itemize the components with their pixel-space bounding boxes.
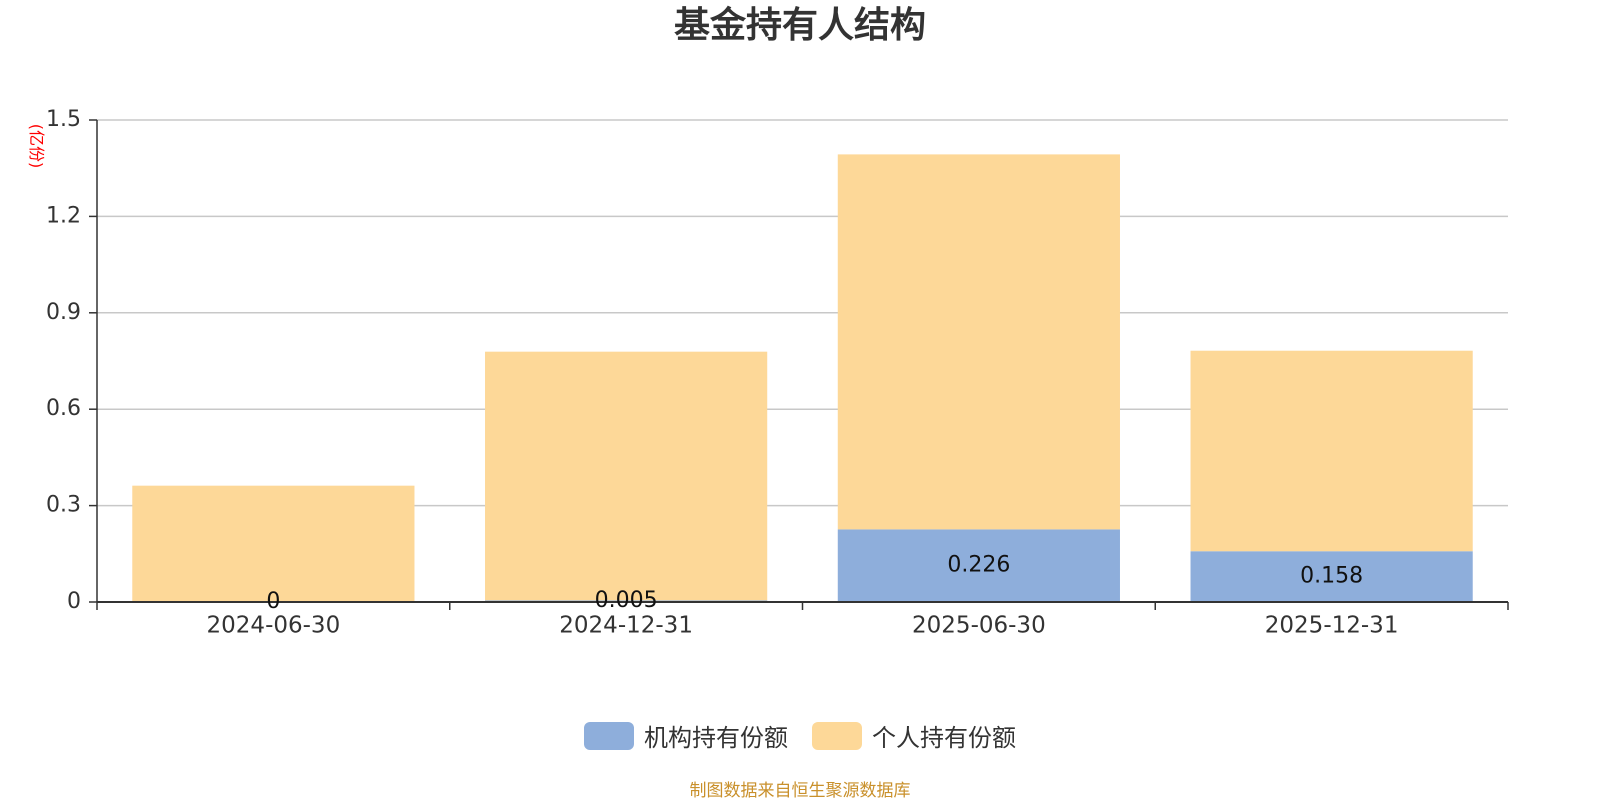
data-label-institutional: 0.158 — [1300, 564, 1363, 589]
y-tick-label: 1.5 — [46, 107, 81, 132]
data-label-institutional: 0.226 — [947, 553, 1010, 578]
y-tick-label: 0.3 — [46, 493, 81, 518]
legend-label-individual: 个人持有份额 — [872, 724, 1016, 752]
data-label-institutional: 0 — [266, 589, 280, 614]
chart-title: 基金持有人结构 — [673, 5, 926, 46]
y-tick-label: 0.6 — [46, 396, 81, 421]
y-tick-label: 0 — [67, 589, 81, 614]
data-labels: 0 0.005 0.226 0.158 — [266, 553, 1363, 614]
bar-individual[interactable] — [837, 154, 1120, 530]
legend-item-individual[interactable]: 个人持有份额 — [812, 718, 1016, 753]
x-tick-label: 2025-12-31 — [1265, 613, 1399, 639]
y-tick-label: 1.2 — [46, 203, 81, 228]
x-tick-label: 2024-06-30 — [207, 613, 341, 639]
bar-individual[interactable] — [1190, 350, 1473, 552]
x-tick-label: 2024-12-31 — [559, 613, 693, 639]
axes: 0 0.3 0.6 0.9 1.2 1.5 2024-06-30 2024-12-31 2025… — [46, 107, 1509, 639]
x-tick-label: 2025-06-30 — [912, 613, 1046, 639]
legend-label-institutional: 机构持有份额 — [644, 724, 788, 752]
bar-institutional[interactable] — [1190, 551, 1473, 602]
bar-individual[interactable] — [132, 485, 415, 602]
bars — [132, 154, 1473, 602]
bar-individual[interactable] — [485, 351, 768, 601]
legend-swatch-individual — [812, 721, 862, 750]
legend: 机构持有份额 个人持有份额 — [0, 718, 1600, 753]
legend-item-institutional[interactable]: 机构持有份额 — [584, 718, 788, 753]
bar-institutional[interactable] — [837, 529, 1120, 602]
y-tick-label: 0.9 — [46, 300, 81, 325]
legend-swatch-institutional — [584, 721, 634, 750]
data-label-institutional: 0.005 — [595, 588, 658, 613]
source-note: 制图数据来自恒生聚源数据库 — [689, 781, 911, 801]
